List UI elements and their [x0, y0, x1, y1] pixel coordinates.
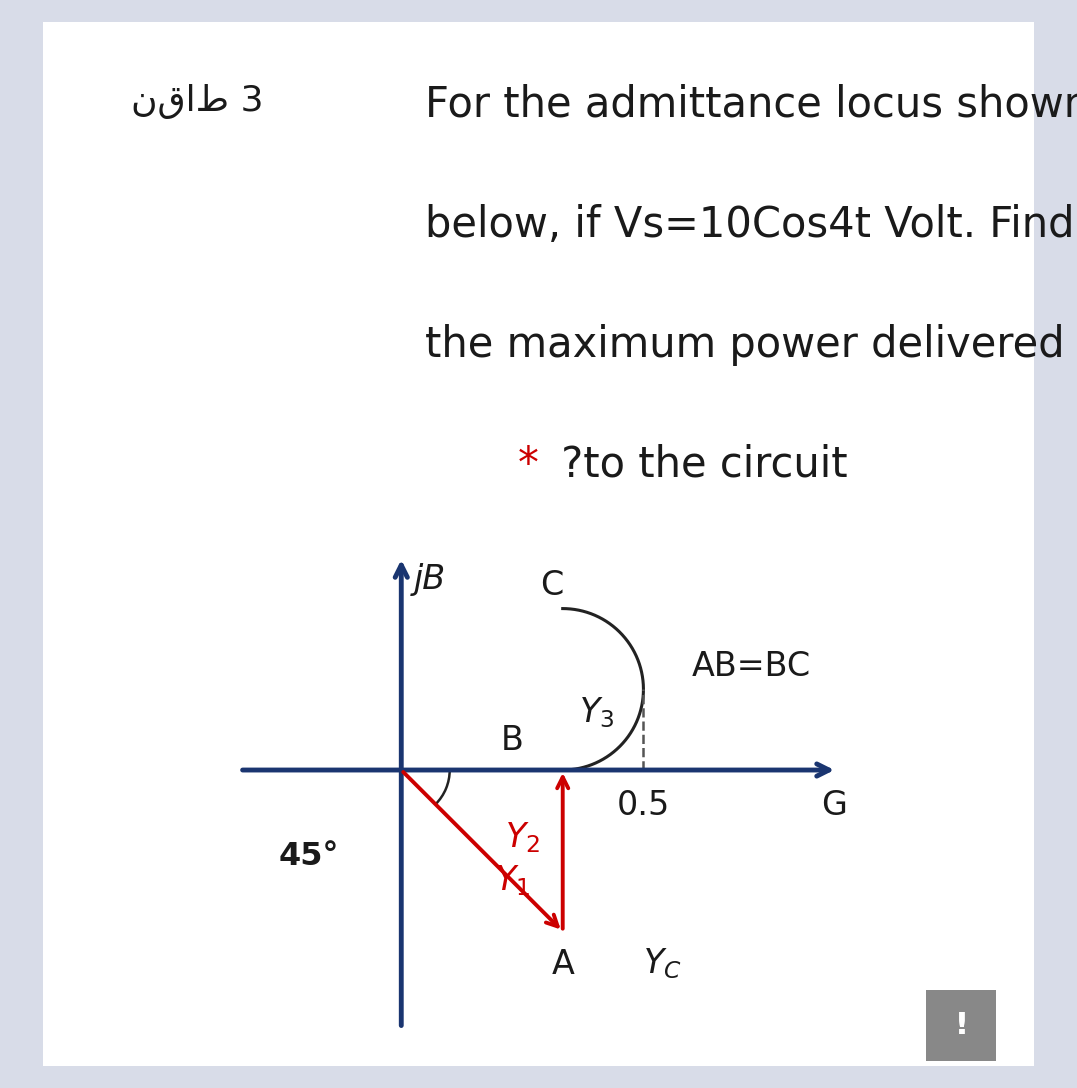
Text: ?to the circuit: ?to the circuit [548, 444, 848, 486]
Text: $Y_2$: $Y_2$ [505, 820, 540, 855]
Text: G: G [821, 790, 847, 823]
Text: AB=BC: AB=BC [691, 651, 811, 683]
Text: C: C [540, 569, 563, 602]
Text: the maximum power delivered: the maximum power delivered [424, 324, 1064, 366]
Text: 0.5: 0.5 [617, 790, 670, 823]
Text: For the admittance locus shown: For the admittance locus shown [424, 84, 1077, 125]
Text: !: ! [954, 1011, 968, 1040]
Text: 45°: 45° [279, 841, 339, 873]
Text: B: B [501, 725, 524, 757]
Text: A: A [551, 948, 574, 980]
FancyBboxPatch shape [926, 990, 996, 1061]
Text: below, if Vs=10Cos4t Volt. Find: below, if Vs=10Cos4t Volt. Find [424, 203, 1074, 246]
Text: $Y_1$: $Y_1$ [495, 864, 530, 899]
Text: $Y_C$: $Y_C$ [643, 947, 682, 981]
Text: $Y_3$: $Y_3$ [578, 695, 614, 730]
Text: jB: jB [415, 564, 446, 596]
Text: نقاط 3: نقاط 3 [131, 84, 264, 119]
Text: !: ! [954, 1011, 968, 1040]
Text: *: * [518, 444, 538, 486]
